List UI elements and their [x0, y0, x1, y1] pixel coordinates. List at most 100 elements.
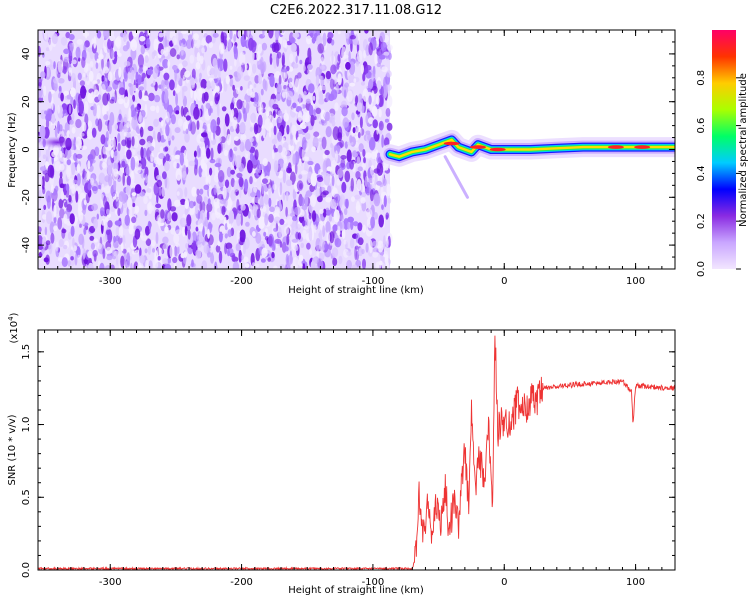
noise-speckle: [335, 150, 338, 163]
noise-speckle: [380, 86, 384, 97]
noise-speckle: [378, 94, 384, 108]
noise-speckle: [186, 214, 192, 227]
noise-speckle: [101, 83, 106, 95]
noise-speckle: [309, 249, 312, 256]
noise-speckle: [269, 74, 275, 88]
noise-speckle: [310, 194, 317, 207]
noise-speckle: [201, 170, 208, 178]
colorbar-label: Normalized spectral amplitude: [738, 73, 749, 227]
noise-speckle: [45, 47, 50, 52]
noise-speckle: [385, 238, 389, 248]
noise-speckle: [155, 231, 159, 245]
noise-speckle: [306, 242, 311, 250]
noise-speckle: [174, 199, 181, 207]
noise-speckle: [154, 65, 160, 74]
noise-speckle: [341, 228, 346, 239]
noise-speckle: [239, 178, 244, 188]
noise-speckle: [292, 153, 297, 165]
noise-speckle: [66, 220, 72, 226]
noise-speckle: [102, 235, 108, 243]
noise-speckle: [367, 133, 371, 141]
noise-speckle: [223, 58, 228, 72]
noise-speckle: [209, 67, 216, 75]
noise-speckle: [172, 37, 177, 46]
noise-speckle: [319, 209, 324, 214]
noise-speckle: [371, 90, 375, 103]
noise-speckle: [370, 73, 376, 82]
noise-speckle: [38, 176, 43, 189]
noise-speckle: [78, 198, 83, 213]
noise-speckle: [128, 82, 132, 88]
noise-speckle: [132, 202, 136, 208]
noise-speckle: [325, 70, 332, 80]
noise-speckle: [329, 78, 335, 90]
noise-speckle: [322, 160, 328, 174]
noise-speckle: [206, 147, 211, 159]
noise-speckle: [244, 139, 252, 152]
noise-speckle: [68, 194, 72, 203]
noise-speckle: [332, 257, 338, 267]
faint-signal-blob: [38, 136, 80, 149]
noise-speckle: [62, 244, 68, 250]
noise-speckle: [60, 36, 68, 46]
noise-speckle: [100, 183, 105, 191]
noise-speckle: [171, 212, 178, 222]
noise-speckle: [337, 73, 342, 86]
noise-speckle: [159, 127, 163, 134]
noise-speckle: [317, 195, 323, 203]
noise-speckle: [215, 245, 221, 253]
snr-plot-area: [38, 335, 675, 570]
noise-speckle: [156, 175, 162, 180]
noise-speckle: [182, 77, 185, 88]
noise-speckle: [311, 264, 318, 269]
noise-speckle: [225, 74, 230, 85]
noise-speckle: [300, 242, 305, 248]
noise-speckle: [105, 229, 111, 236]
noise-speckle: [322, 208, 327, 218]
noise-speckle: [125, 185, 131, 196]
noise-speckle: [153, 257, 159, 269]
noise-speckle: [284, 226, 289, 236]
noise-speckle: [319, 239, 326, 252]
noise-speckle: [386, 183, 391, 197]
noise-speckle: [313, 109, 316, 118]
noise-speckle: [326, 231, 331, 245]
snr-multiplier-exponent: 4: [7, 316, 15, 321]
noise-speckle: [130, 182, 137, 189]
noise-speckle: [152, 80, 156, 86]
x-tick-label: -200: [230, 577, 253, 588]
noise-speckle: [185, 166, 189, 175]
noise-speckle: [137, 74, 142, 86]
noise-speckle: [107, 38, 112, 50]
noise-speckle: [45, 254, 50, 265]
noise-speckle: [181, 226, 186, 237]
noise-speckle: [53, 61, 56, 70]
noise-speckle: [243, 75, 250, 81]
noise-speckle: [72, 237, 75, 248]
noise-speckle: [59, 171, 63, 178]
noise-speckle: [368, 137, 376, 151]
noise-speckle: [79, 80, 85, 87]
noise-speckle: [87, 262, 94, 269]
noise-speckle: [218, 250, 223, 264]
noise-speckle: [239, 52, 246, 66]
y-tick-label: 20: [21, 95, 32, 108]
noise-speckle: [237, 30, 242, 38]
noise-speckle: [45, 240, 51, 246]
noise-speckle: [195, 249, 202, 260]
noise-speckle: [40, 71, 46, 79]
noise-speckle: [102, 154, 107, 159]
noise-speckle: [164, 146, 169, 152]
noise-speckle: [107, 138, 112, 147]
noise-speckle: [273, 227, 278, 232]
noise-speckle: [268, 213, 274, 223]
noise-speckle: [245, 102, 250, 114]
y-tick-label: 0.0: [21, 562, 32, 578]
noise-speckle: [114, 191, 119, 202]
noise-speckle: [274, 148, 278, 153]
noise-speckle: [102, 92, 109, 106]
noise-speckle: [123, 114, 128, 127]
noise-speckle: [305, 132, 311, 140]
noise-speckle: [119, 122, 124, 132]
noise-speckle: [92, 103, 97, 117]
